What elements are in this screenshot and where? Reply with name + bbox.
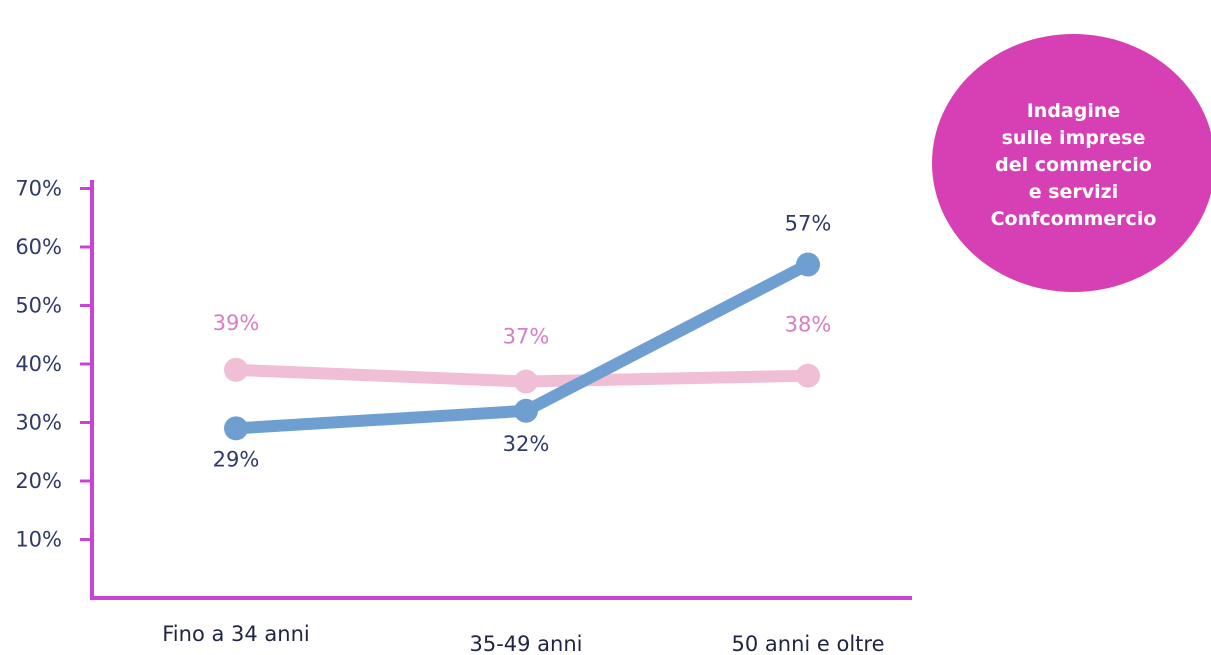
x-category-label: Fino a 34 anni: [162, 622, 309, 646]
series-2-data-label: 32%: [503, 432, 550, 456]
series-2-data-label: 57%: [785, 212, 832, 236]
series-1-point: [224, 357, 248, 382]
series-1-data-label: 39%: [213, 311, 260, 335]
chart-axes: [90, 180, 912, 600]
y-tick-label: 50%: [15, 294, 62, 318]
series-1-data-label: 37%: [503, 325, 550, 349]
series-1-data-label: 38%: [785, 313, 832, 337]
x-category-label: 50 anni e oltre: [732, 632, 885, 655]
survey-badge-text: Indagine sulle imprese del commercio e s…: [990, 99, 1157, 230]
y-tick-label: 30%: [15, 411, 62, 435]
data-labels: 39% 37% 38% 29% 32% 57%: [213, 212, 832, 472]
y-tick-label: 40%: [15, 352, 62, 376]
y-axis-ticks: 10% 20% 30% 40% 50% 60% 70%: [15, 177, 92, 552]
series-points: [224, 252, 820, 441]
series-2-point: [514, 398, 538, 423]
series-1-point: [514, 369, 538, 394]
x-axis-categories: Fino a 34 anni 35-49 anni 50 anni e oltre: [162, 622, 884, 655]
x-category-label: 35-49 anni: [469, 632, 582, 655]
y-tick-label: 70%: [15, 177, 62, 201]
series-1-point: [796, 363, 820, 388]
series-2-data-label: 29%: [213, 447, 260, 471]
series-2-point: [224, 416, 248, 441]
series-2-point: [796, 252, 820, 277]
y-tick-label: 20%: [15, 469, 62, 493]
survey-badge: Indagine sulle imprese del commercio e s…: [932, 34, 1211, 292]
y-tick-label: 60%: [15, 235, 62, 259]
y-tick-label: 10%: [15, 528, 62, 552]
